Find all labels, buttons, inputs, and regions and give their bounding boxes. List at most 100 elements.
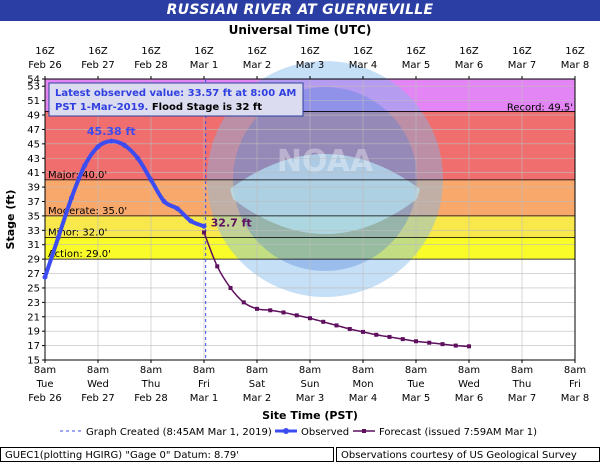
- legend-observed-marker: [283, 428, 289, 434]
- top-tick-date: Mar 3: [296, 60, 324, 71]
- bottom-tick-time: 8am: [458, 365, 480, 376]
- top-axis-title: Universal Time (UTC): [229, 23, 372, 37]
- top-tick-date: Mar 7: [508, 60, 536, 71]
- top-tick-date: Mar 6: [455, 60, 483, 71]
- top-tick-time: 16Z: [35, 46, 55, 57]
- observed-point: [135, 155, 141, 161]
- bottom-tick-date: Mar 2: [243, 393, 271, 404]
- bottom-tick-day: Mon: [352, 379, 373, 390]
- top-tick-time: 16Z: [88, 46, 108, 57]
- top-tick-date: Feb 26: [28, 60, 62, 71]
- last-observed-label: 32.7 ft: [211, 216, 252, 229]
- y-tick-label: 19: [27, 327, 40, 338]
- legend-observed-label: Observed: [301, 427, 349, 438]
- bottom-tick-time: 8am: [299, 365, 321, 376]
- top-tick-time: 16Z: [406, 46, 426, 57]
- top-tick-date: Feb 28: [134, 60, 168, 71]
- forecast-point: [255, 306, 259, 311]
- band-label-record: Record: 49.5': [507, 102, 573, 113]
- top-tick-date: Mar 4: [349, 60, 377, 71]
- top-tick-time: 16Z: [353, 46, 373, 57]
- y-tick-label: 49: [27, 111, 40, 122]
- legend-created-label: Graph Created (8:45AM Mar 1, 2019): [86, 427, 272, 438]
- y-tick-label: 17: [27, 341, 40, 352]
- y-tick-label: 15: [27, 356, 40, 367]
- y-tick-label: 54: [27, 75, 40, 86]
- top-tick-date: Mar 2: [243, 60, 271, 71]
- bottom-tick-time: 8am: [140, 365, 162, 376]
- top-tick-time: 16Z: [565, 46, 585, 57]
- bottom-tick-day: Tue: [406, 379, 424, 390]
- y-tick-label: 45: [27, 139, 40, 150]
- bottom-tick-day: Wed: [87, 379, 109, 390]
- observed-point: [95, 144, 101, 150]
- band-label-major: Major: 40.0': [48, 170, 107, 181]
- forecast-point: [281, 310, 286, 315]
- observed-point: [108, 138, 114, 144]
- legend-forecast-label: Forecast (issued 7:59AM Mar 1): [379, 427, 537, 438]
- bottom-tick-time: 8am: [511, 365, 533, 376]
- y-tick-label: 39: [27, 183, 40, 194]
- top-tick-time: 16Z: [141, 46, 161, 57]
- y-axis-title: Stage (ft): [4, 190, 17, 250]
- bottom-tick-time: 8am: [87, 365, 109, 376]
- observations-credit: Observations courtesy of US Geological S…: [336, 447, 600, 462]
- datum-info: GUEC1(plotting HGIRG) "Gage 0" Datum: 8.…: [0, 447, 334, 462]
- top-tick-time: 16Z: [300, 46, 320, 57]
- y-tick-label: 33: [27, 226, 40, 237]
- bottom-tick-date: Mar 5: [402, 393, 430, 404]
- forecast-point: [387, 334, 392, 339]
- y-tick-label: 25: [27, 283, 40, 294]
- forecast-point: [374, 332, 379, 337]
- top-tick-time: 16Z: [512, 46, 532, 57]
- observed-point: [188, 218, 194, 224]
- bottom-tick-date: Mar 1: [190, 393, 218, 404]
- peak-label: 45.38 ft: [87, 125, 136, 138]
- forecast-point: [453, 343, 458, 348]
- chart-title: RUSSIAN RIVER AT GUERNEVILLE: [0, 0, 600, 21]
- bottom-tick-day: Fri: [198, 379, 210, 390]
- bottom-tick-date: Mar 3: [296, 393, 324, 404]
- bottom-tick-day: Thu: [512, 379, 532, 390]
- bottom-tick-date: Feb 27: [81, 393, 115, 404]
- bottom-tick-time: 8am: [34, 365, 56, 376]
- forecast-point: [228, 285, 233, 290]
- forecast-point: [414, 339, 418, 344]
- band-label-moderate: Moderate: 35.0': [48, 206, 127, 217]
- forecast-point: [215, 264, 220, 269]
- observed-point: [55, 235, 61, 241]
- bottom-tick-day: Tue: [35, 379, 53, 390]
- y-tick-label: 53: [27, 82, 40, 93]
- y-tick-label: 27: [27, 269, 40, 280]
- observed-point: [201, 223, 207, 229]
- top-tick-time: 16Z: [194, 46, 214, 57]
- hydrograph-chart: NOAA Record: 49.5' Major: 40.0' Moderate: 3…: [4, 23, 589, 438]
- bottom-tick-date: Feb 28: [134, 393, 168, 404]
- y-tick-label: 35: [27, 211, 40, 222]
- bottom-tick-time: 8am: [352, 365, 374, 376]
- forecast-point: [467, 344, 471, 349]
- info-flood-stage: PST 1-Mar-2019. Flood Stage is 32 ft: [55, 102, 262, 113]
- x-axis-title: Site Time (PST): [262, 409, 358, 422]
- y-tick-label: 41: [27, 168, 40, 179]
- footer: GUEC1(plotting HGIRG) "Gage 0" Datum: 8.…: [0, 446, 600, 465]
- top-tick-date: Mar 5: [402, 60, 430, 71]
- bottom-tick-day: Sun: [300, 379, 319, 390]
- top-tick-date: Mar 8: [561, 60, 589, 71]
- observed-point: [82, 162, 88, 168]
- forecast-point: [294, 313, 299, 318]
- band-label-action: Action: 29.0': [48, 249, 111, 260]
- observed-point: [175, 206, 180, 212]
- forecast-point: [241, 300, 246, 305]
- forecast-point: [427, 340, 432, 345]
- band-label-minor: Minor: 32.0': [48, 228, 107, 239]
- top-tick-date: Feb 27: [81, 60, 115, 71]
- y-tick-label: 51: [27, 96, 40, 107]
- noaa-watermark-text: NOAA: [277, 144, 374, 179]
- bottom-tick-date: Feb 26: [28, 393, 62, 404]
- bottom-tick-time: 8am: [246, 365, 268, 376]
- y-tick-label: 43: [27, 154, 40, 165]
- y-tick-label: 29: [27, 255, 40, 266]
- forecast-point: [361, 329, 365, 334]
